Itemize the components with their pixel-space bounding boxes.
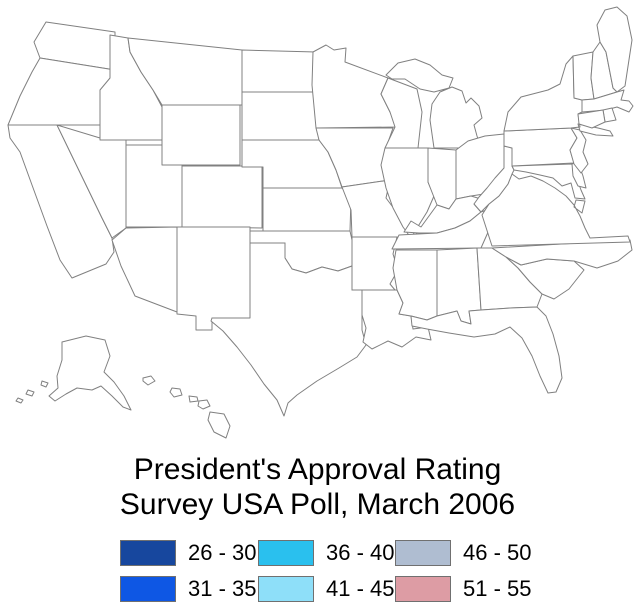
legend-item-41-45: 41 - 45 [258,576,395,602]
legend-label-31-35: 31 - 35 [188,576,257,601]
us-choropleth-map [7,6,634,439]
legend-item-46-50: 46 - 50 [395,540,532,566]
state-HI [142,375,231,439]
legend-label-26-30: 26 - 30 [188,540,257,565]
state-CT [577,109,606,129]
state-PA [503,127,578,167]
state-MI [385,58,483,149]
legend-swatch-46-50 [395,540,451,566]
state-ME [596,6,633,93]
state-AR [351,236,399,291]
state-OR [7,57,116,126]
legend-label-46-50: 46 - 50 [463,540,532,565]
map-title: President's Approval Rating Survey USA P… [0,452,635,522]
map-title-line2: Survey USA Poll, March 2006 [119,488,516,521]
state-NC [491,239,633,269]
state-FL [410,306,563,394]
state-ND [241,49,317,93]
state-CO [181,165,263,229]
legend-label-51-55: 51 - 55 [463,576,532,601]
state-KS [262,187,352,232]
state-WY [161,104,241,166]
legend-swatch-51-55 [395,576,451,602]
state-AZ [111,226,178,313]
state-SD [241,91,320,141]
legend-label-36-40: 36 - 40 [326,540,395,565]
legend-item-51-55: 51 - 55 [395,576,532,602]
state-UT [125,144,183,228]
state-NJ [569,127,589,174]
legend-item-36-40: 36 - 40 [258,540,395,566]
map-title-line1: President's Approval Rating [133,453,502,486]
legend-item-26-30: 26 - 30 [120,540,257,566]
state-TX [210,242,367,417]
state-AK [15,335,132,411]
legend-swatch-31-35 [120,576,176,602]
legend-item-31-35: 31 - 35 [120,576,257,602]
state-NM [176,226,251,331]
legend-label-41-45: 41 - 45 [326,576,395,601]
legend-swatch-36-40 [258,540,314,566]
legend-swatch-26-30 [120,540,176,566]
legend-swatch-41-45 [258,576,314,602]
